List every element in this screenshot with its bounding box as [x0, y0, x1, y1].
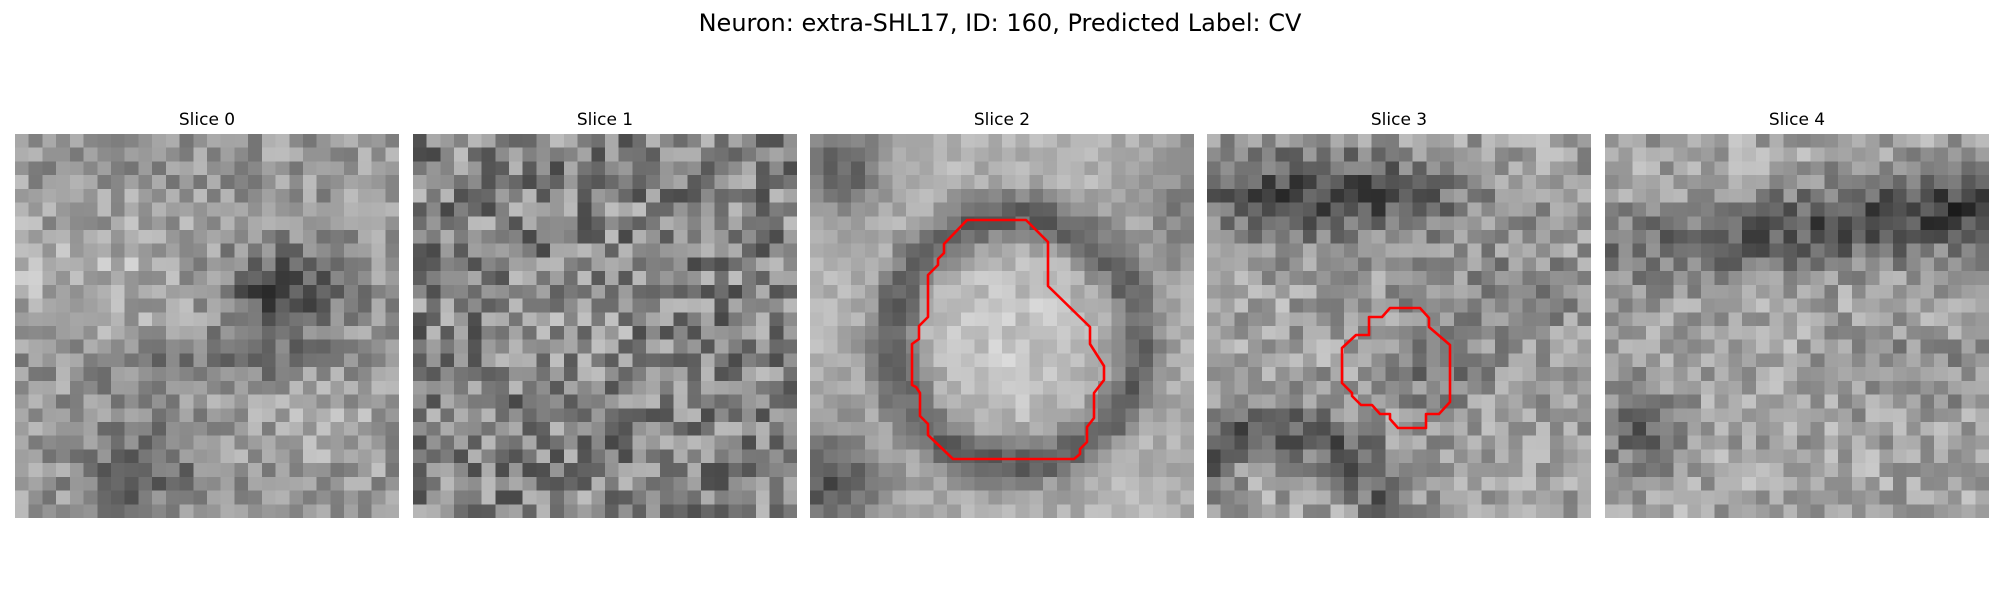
- figure-title: Neuron: extra-SHL17, ID: 160, Predicted …: [698, 9, 1302, 37]
- slice-title: Slice 1: [576, 110, 634, 130]
- slice-panel-4: Slice 4: [1605, 110, 1989, 518]
- slice-title: Slice 2: [973, 110, 1031, 130]
- slice-title: Slice 4: [1768, 110, 1826, 130]
- segmentation-contour: [910, 218, 1106, 461]
- slice-title: Slice 3: [1370, 110, 1428, 130]
- slice-image: [15, 134, 399, 518]
- slice-panel-1: Slice 1: [413, 110, 797, 518]
- segmentation-contour: [1340, 306, 1452, 430]
- slice-image: [1207, 134, 1591, 518]
- slice-image: [810, 134, 1194, 518]
- slice-panel-2: Slice 2: [810, 110, 1194, 518]
- slice-panel-3: Slice 3: [1207, 110, 1591, 518]
- slice-title: Slice 0: [178, 110, 236, 130]
- slice-image: [413, 134, 797, 518]
- slice-panel-0: Slice 0: [15, 110, 399, 518]
- slice-image: [1605, 134, 1989, 518]
